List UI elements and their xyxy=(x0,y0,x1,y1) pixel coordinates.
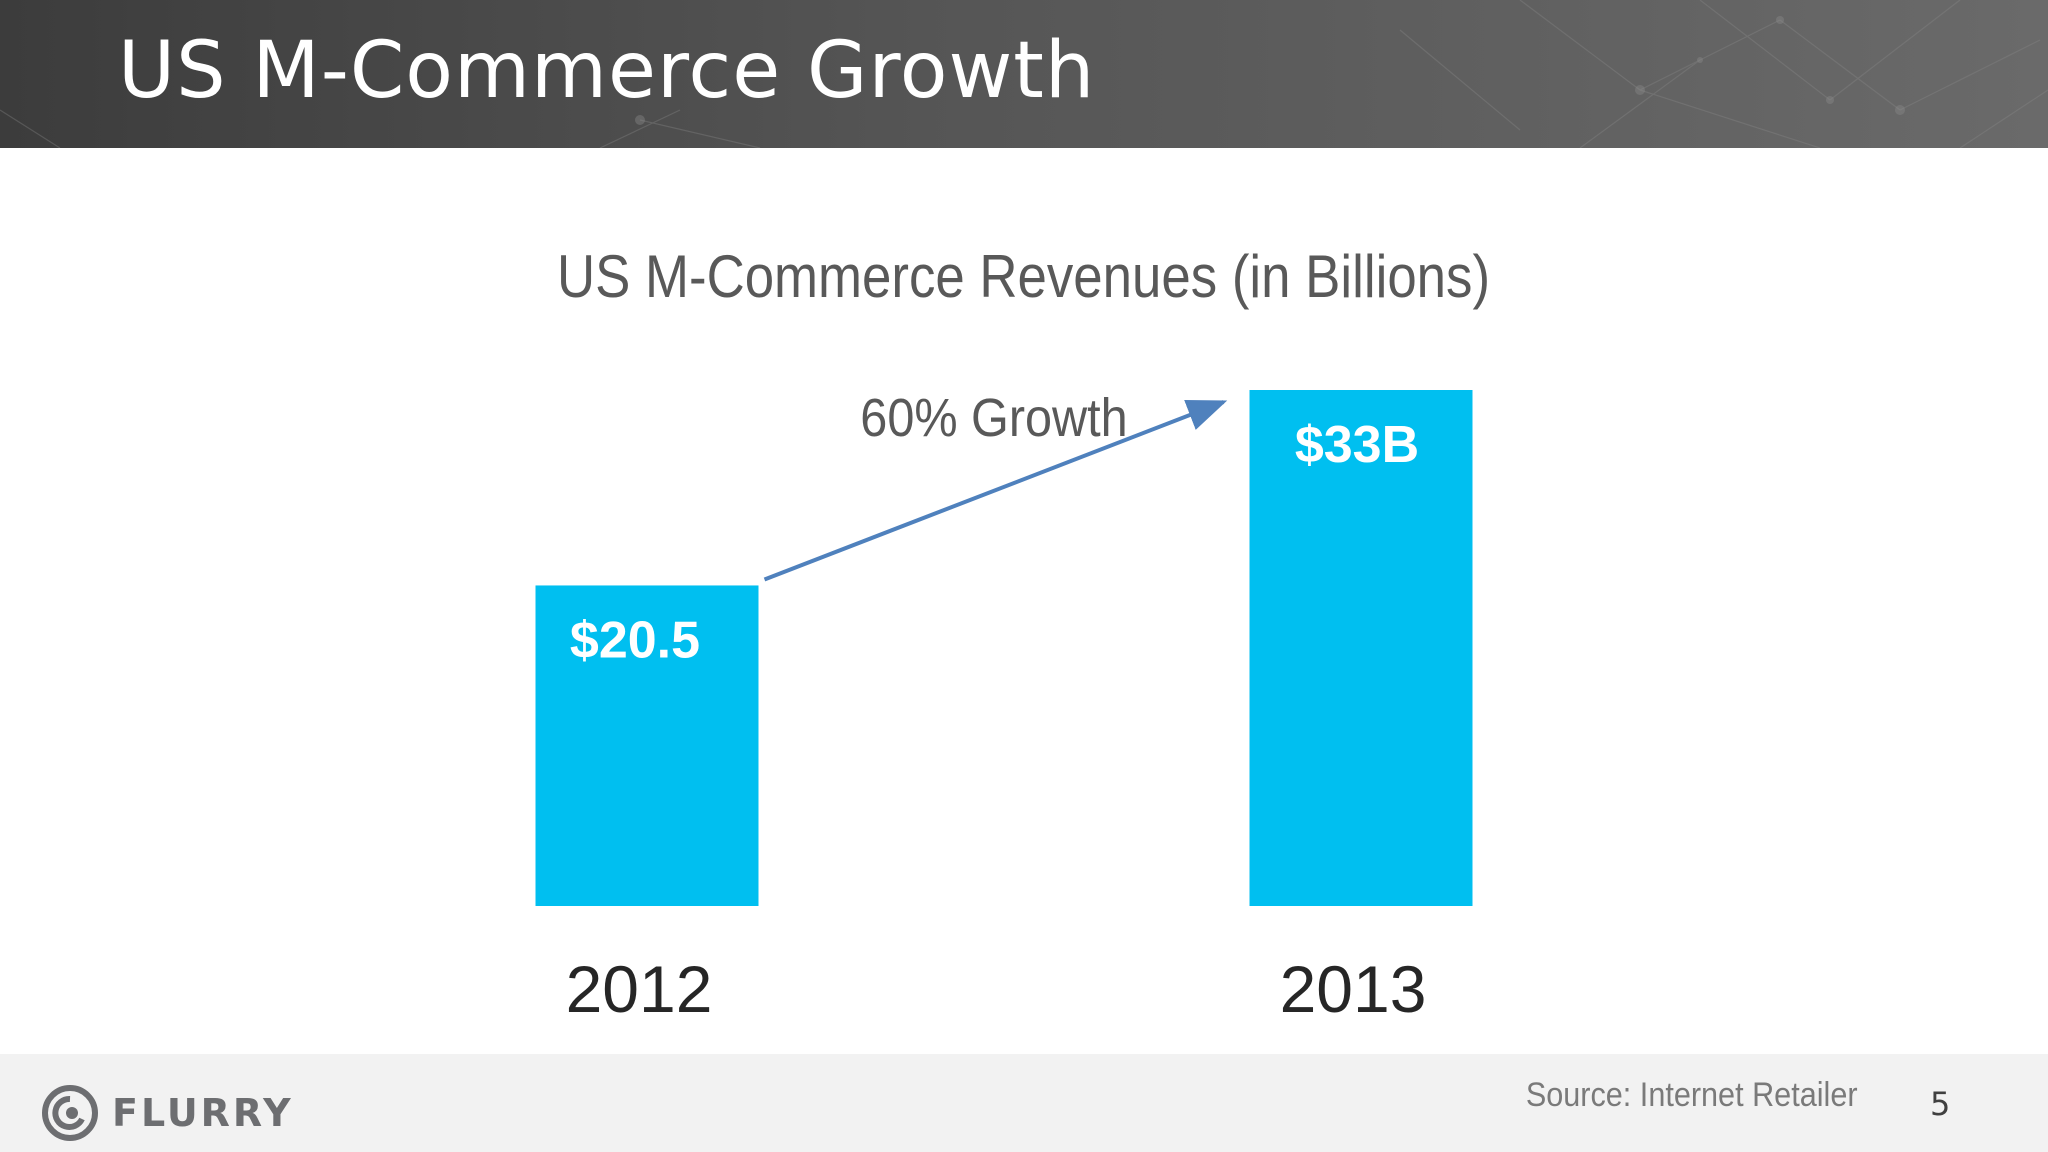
source-note: Source: Internet Retailer xyxy=(1526,1076,1858,1114)
logo-text: FLURRY xyxy=(112,1091,294,1135)
growth-arrow xyxy=(763,400,1228,582)
slide-footer xyxy=(0,1054,2048,1152)
flurry-logo: FLURRY xyxy=(42,1083,294,1143)
chart-title: US M-Commerce Revenues (in Billions) xyxy=(556,243,1491,310)
data-label-2013: $33B xyxy=(1295,416,1419,474)
bar-2012 xyxy=(535,585,759,906)
page-number: 5 xyxy=(1930,1085,1951,1123)
flurry-logo-icon xyxy=(42,1085,98,1141)
slide-header: US M-Commerce Growth xyxy=(0,0,2048,148)
bar-2013 xyxy=(1249,390,1473,906)
growth-annotation-label: 60% Growth xyxy=(860,387,1127,448)
bar-chart: $20.5 2012 $33B 2013 60% Growth xyxy=(535,387,1473,1026)
network-background-decoration xyxy=(0,0,2048,148)
slide-title: US M-Commerce Growth xyxy=(118,26,1096,116)
category-label-2012: 2012 xyxy=(566,952,713,1026)
category-label-2013: 2013 xyxy=(1280,952,1427,1026)
data-label-2012: $20.5 xyxy=(570,611,700,669)
